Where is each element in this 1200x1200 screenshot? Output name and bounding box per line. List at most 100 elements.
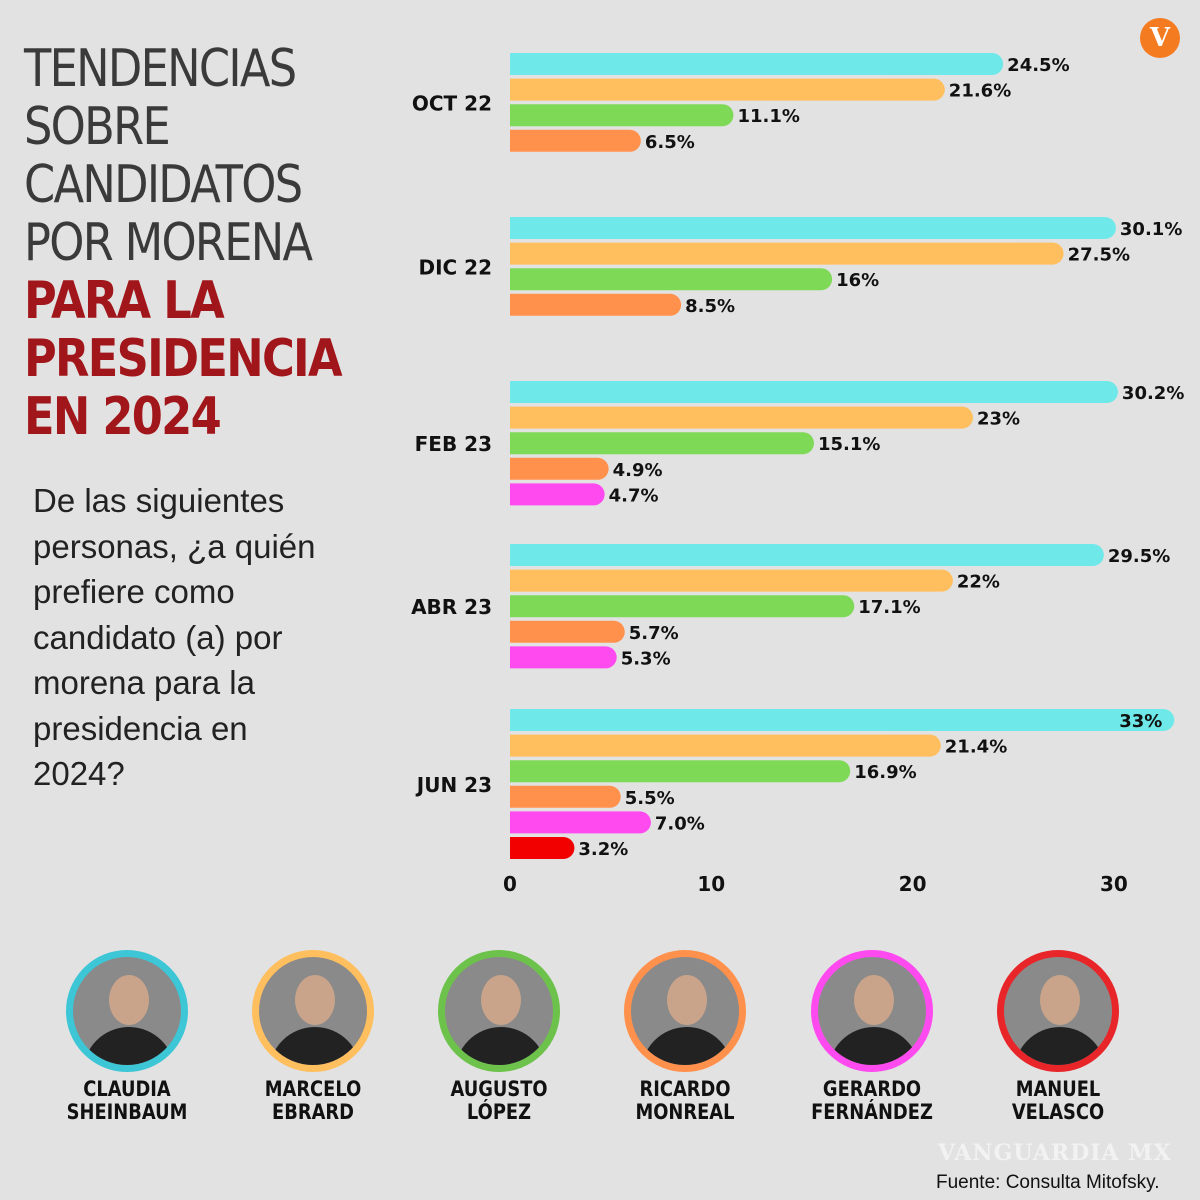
candidate-name: CLAUDIA SHEINBAUM <box>59 1078 195 1124</box>
category-label: FEB 23 <box>415 432 492 456</box>
candidate-card: AUGUSTO LÓPEZ <box>419 950 579 1124</box>
bar <box>510 78 945 101</box>
data-label: 16% <box>836 270 879 291</box>
last-name: SHEINBAUM <box>66 1100 188 1124</box>
data-label: 5.3% <box>621 648 671 669</box>
x-tick-label: 0 <box>503 872 517 896</box>
candidate-card: MARCELO EBRARD <box>233 950 393 1124</box>
candidate-name: AUGUSTO LÓPEZ <box>431 1078 567 1124</box>
category-label: ABR 23 <box>411 595 492 619</box>
first-name: MARCELO <box>264 1077 362 1101</box>
data-label: 8.5% <box>685 296 735 317</box>
bar <box>510 457 609 480</box>
last-name: VELASCO <box>1011 1100 1105 1124</box>
category-label: OCT 22 <box>412 91 492 115</box>
data-label: 33% <box>1119 711 1162 732</box>
survey-question: De las siguientes personas, ¿a quién pre… <box>33 482 316 792</box>
candidate-photo <box>624 950 746 1072</box>
data-label: 24.5% <box>1007 55 1069 76</box>
last-name: MONREAL <box>635 1100 735 1124</box>
bar <box>510 483 605 506</box>
data-label: 5.7% <box>629 623 679 644</box>
candidate-name: RICARDO MONREAL <box>617 1078 753 1124</box>
data-label: 21.6% <box>949 81 1011 102</box>
bar <box>510 217 1116 239</box>
first-name: GERARDO <box>822 1077 922 1101</box>
title-line: SOBRE <box>24 97 171 157</box>
x-tick-label: 20 <box>899 872 927 896</box>
candidate-photo <box>252 950 374 1072</box>
candidate-card: RICARDO MONREAL <box>605 950 765 1124</box>
bar <box>510 53 1004 75</box>
source-note: Fuente: Consulta Mitofsky. <box>936 1172 1160 1193</box>
candidate-name: GERARDO FERNÁNDEZ <box>804 1078 940 1124</box>
first-name: CLAUDIA <box>83 1077 171 1101</box>
page-title: TENDENCIAS SOBRE CANDIDATOS POR MORENA P… <box>24 40 368 446</box>
bar <box>510 406 973 429</box>
bar-chart: 24.5% 21.6% 11.1% 6.5% OCT 22 30.1% 27.5% 16% 8.… <box>411 53 1184 896</box>
data-label: 7.0% <box>655 813 705 834</box>
bar <box>510 709 1175 731</box>
bar <box>510 569 953 592</box>
data-label: 5.5% <box>625 788 675 809</box>
candidate-card: GERARDO FERNÁNDEZ <box>792 950 952 1124</box>
data-label: 23% <box>977 409 1020 430</box>
bar <box>510 242 1064 265</box>
title-line: POR MORENA <box>24 213 313 273</box>
bar <box>510 837 575 859</box>
candidate-photo <box>66 950 188 1072</box>
bar <box>510 811 651 834</box>
bar <box>510 293 682 316</box>
data-label: 17.1% <box>858 597 920 618</box>
bar <box>510 129 641 152</box>
title-highlight: PRESIDENCIA <box>24 329 343 389</box>
x-tick-label: 30 <box>1100 872 1128 896</box>
bar <box>510 595 855 618</box>
data-label: 27.5% <box>1068 245 1130 266</box>
watermark: VANGUARDIA MX <box>938 1140 1172 1166</box>
bar <box>510 104 734 127</box>
candidate-name: MANUEL VELASCO <box>990 1078 1126 1124</box>
last-name: EBRARD <box>272 1100 354 1124</box>
bar <box>510 432 814 455</box>
vanguardia-logo: V <box>1140 18 1180 58</box>
last-name: LÓPEZ <box>466 1100 532 1124</box>
data-label: 16.9% <box>854 762 916 783</box>
candidate-card: MANUEL VELASCO <box>978 950 1138 1124</box>
bar <box>510 620 625 643</box>
title-line: TENDENCIAS <box>24 39 297 99</box>
x-tick-label: 10 <box>697 872 725 896</box>
data-label: 11.1% <box>737 106 799 127</box>
bar <box>510 785 621 808</box>
last-name: FERNÁNDEZ <box>811 1100 933 1124</box>
candidate-photo <box>811 950 933 1072</box>
bar <box>510 381 1118 403</box>
first-name: RICARDO <box>639 1077 731 1101</box>
first-name: AUGUSTO <box>450 1077 548 1101</box>
candidate-photo <box>997 950 1119 1072</box>
data-label: 29.5% <box>1108 546 1170 567</box>
category-label: DIC 22 <box>418 255 492 279</box>
data-label: 21.4% <box>945 737 1007 758</box>
data-label: 22% <box>957 572 1000 593</box>
bar <box>510 734 941 757</box>
candidate-card: CLAUDIA SHEINBAUM <box>47 950 207 1124</box>
data-label: 30.2% <box>1122 383 1184 404</box>
first-name: MANUEL <box>1015 1077 1101 1101</box>
bar <box>510 646 617 669</box>
candidate-name: MARCELO EBRARD <box>245 1078 381 1124</box>
bar <box>510 544 1104 566</box>
data-label: 15.1% <box>818 434 880 455</box>
data-label: 4.7% <box>609 485 659 506</box>
data-label: 4.9% <box>613 460 663 481</box>
bar <box>510 760 851 783</box>
category-label: JUN 23 <box>415 773 492 797</box>
bar <box>510 268 833 291</box>
data-label: 6.5% <box>645 132 695 153</box>
data-label: 30.1% <box>1120 219 1182 240</box>
title-line: CANDIDATOS <box>24 155 303 215</box>
title-highlight: EN 2024 <box>24 387 222 447</box>
data-label: 3.2% <box>578 839 628 860</box>
title-highlight: PARA LA <box>24 271 225 331</box>
candidate-photo <box>438 950 560 1072</box>
